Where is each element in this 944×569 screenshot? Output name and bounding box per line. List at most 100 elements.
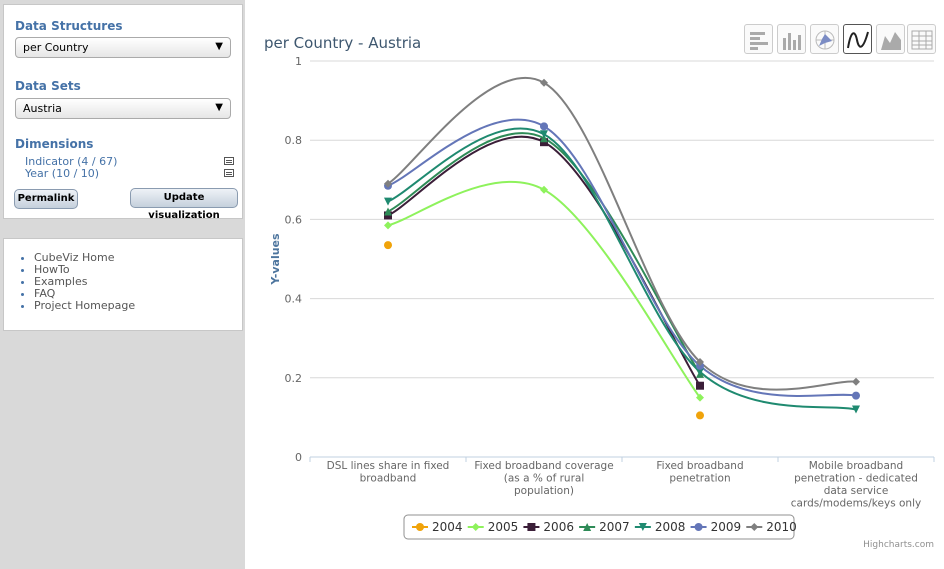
link-item[interactable]: CubeViz Home bbox=[34, 252, 135, 264]
link-item[interactable]: Project Homepage bbox=[34, 300, 135, 312]
x-tick-label-line: data service bbox=[824, 485, 889, 497]
x-tick-label-line: Fixed broadband coverage bbox=[474, 460, 613, 472]
legend-item-2004[interactable]: 2004 bbox=[432, 520, 463, 534]
data-structure-select[interactable]: per Country ▼ bbox=[15, 37, 231, 58]
x-tick-label-line: (as a % of rural bbox=[504, 473, 585, 485]
links-list: CubeViz Home HowTo Examples FAQ Project … bbox=[18, 252, 135, 312]
y-tick-label: 0.4 bbox=[285, 293, 303, 306]
x-tick-label-line: population) bbox=[514, 485, 574, 497]
x-tick-label: DSL lines share in fixed broadband bbox=[327, 460, 450, 485]
link-project-homepage[interactable]: Project Homepage bbox=[34, 299, 136, 312]
data-point-2006 bbox=[696, 381, 704, 390]
legend-marker-2004 bbox=[416, 523, 424, 531]
spline-chart-button[interactable] bbox=[843, 24, 872, 54]
series-line-2009 bbox=[387, 118, 857, 397]
x-tick-label-line: penetration bbox=[669, 473, 730, 485]
legend-marker-2010 bbox=[750, 523, 759, 531]
link-item[interactable]: HowTo bbox=[34, 264, 135, 276]
legend-item-2010[interactable]: 2010 bbox=[766, 520, 797, 534]
legend-item-2007[interactable]: 2007 bbox=[599, 520, 630, 534]
legend-marker-2006 bbox=[527, 523, 536, 531]
links-panel: CubeViz Home HowTo Examples FAQ Project … bbox=[3, 238, 243, 331]
chart-title: per Country - Austria bbox=[264, 34, 422, 52]
config-panel: Data Structures per Country ▼ Data Sets … bbox=[3, 4, 243, 221]
dimension-indicator-link[interactable]: Indicator (4 / 67) bbox=[25, 155, 118, 168]
data-point-2005 bbox=[384, 221, 392, 230]
chevron-down-icon: ▼ bbox=[215, 102, 223, 113]
link-howto[interactable]: HowTo bbox=[34, 263, 70, 276]
area-chart-button[interactable] bbox=[876, 24, 905, 54]
legend-marker-2008 bbox=[638, 523, 647, 531]
spline-chart-icon bbox=[847, 31, 869, 49]
data-point-2005 bbox=[696, 393, 704, 402]
table-button[interactable] bbox=[907, 24, 936, 54]
table-icon bbox=[911, 30, 933, 50]
data-point-2008 bbox=[696, 367, 704, 376]
legend-item-2008[interactable]: 2008 bbox=[655, 520, 686, 534]
legend-marker-2009 bbox=[694, 523, 703, 531]
y-tick-label: 0 bbox=[295, 451, 302, 464]
data-point-2004 bbox=[384, 241, 392, 250]
y-tick-label: 0.8 bbox=[285, 134, 303, 147]
link-cubeviz-home[interactable]: CubeViz Home bbox=[34, 251, 115, 264]
x-tick-label-line: broadband bbox=[360, 473, 417, 485]
link-item[interactable]: FAQ bbox=[34, 288, 135, 300]
legend-item-2009[interactable]: 2009 bbox=[711, 520, 742, 534]
series-line-2005 bbox=[387, 180, 701, 399]
x-tick-label-line: cards/modems/keys only bbox=[791, 498, 921, 510]
data-point-2009 bbox=[852, 391, 860, 400]
update-visualization-button[interactable]: Update visualization bbox=[130, 188, 238, 221]
data-point-2010 bbox=[852, 377, 860, 386]
series-line-2006 bbox=[387, 135, 701, 387]
chevron-down-icon: ▼ bbox=[215, 41, 223, 52]
x-tick-label: Fixed broadband coverage (as a % of rural… bbox=[474, 460, 613, 497]
polar-chart-icon bbox=[815, 30, 835, 50]
data-point-2005 bbox=[540, 185, 548, 194]
sidebar: Data Structures per Country ▼ Data Sets … bbox=[0, 0, 245, 569]
area-chart-icon bbox=[881, 32, 901, 50]
data-sets-heading: Data Sets bbox=[15, 79, 81, 93]
dimensions-heading: Dimensions bbox=[15, 137, 94, 151]
data-structure-value: per Country bbox=[23, 41, 89, 54]
legend-item-2006[interactable]: 2006 bbox=[543, 520, 574, 534]
legend-item-2005[interactable]: 2005 bbox=[488, 520, 519, 534]
y-tick-label: 0.2 bbox=[285, 372, 303, 385]
data-point-2008 bbox=[384, 197, 392, 206]
series-line-2008 bbox=[387, 127, 857, 411]
link-faq[interactable]: FAQ bbox=[34, 287, 56, 300]
polar-chart-button[interactable] bbox=[810, 24, 839, 54]
y-axis-title: Y-values bbox=[269, 233, 282, 286]
x-tick-label: Fixed broadband penetration bbox=[656, 460, 743, 485]
column-chart-button[interactable] bbox=[777, 24, 806, 54]
data-point-2007 bbox=[384, 207, 392, 216]
data-set-value: Austria bbox=[23, 102, 62, 115]
edit-dimension-icon[interactable] bbox=[224, 169, 234, 177]
x-tick-label-line: penetration - dedicated bbox=[794, 473, 918, 485]
data-point-2010 bbox=[540, 78, 548, 87]
legend-box bbox=[403, 514, 795, 540]
data-point-2010 bbox=[696, 357, 704, 366]
data-point-2004 bbox=[696, 411, 704, 420]
data-set-select[interactable]: Austria ▼ bbox=[15, 98, 231, 119]
edit-dimension-icon[interactable] bbox=[224, 157, 234, 165]
data-structures-heading: Data Structures bbox=[15, 19, 123, 33]
dimension-year-link[interactable]: Year (10 / 10) bbox=[25, 167, 100, 180]
legend-marker-2007 bbox=[583, 523, 592, 531]
data-point-2008 bbox=[540, 130, 548, 139]
x-tick-label: Mobile broadband penetration - dedicated d… bbox=[791, 460, 921, 510]
y-tick-label: 0.6 bbox=[285, 213, 303, 226]
horizontal-bar-chart-icon bbox=[750, 32, 768, 50]
data-point-2009 bbox=[540, 122, 548, 131]
y-tick-label: 1 bbox=[295, 55, 302, 68]
permalink-button[interactable]: Permalink bbox=[14, 189, 78, 209]
link-examples[interactable]: Examples bbox=[34, 275, 88, 288]
x-tick-label-line: DSL lines share in fixed bbox=[327, 460, 450, 472]
data-point-2010 bbox=[384, 179, 392, 188]
x-tick-label-line: Fixed broadband bbox=[656, 460, 743, 472]
legend-marker-2005 bbox=[471, 523, 480, 531]
horizontal-bar-chart-button[interactable] bbox=[744, 24, 773, 54]
series-line-2010 bbox=[387, 76, 857, 391]
highcharts-credit[interactable]: Highcharts.com bbox=[863, 540, 934, 550]
link-item[interactable]: Examples bbox=[34, 276, 135, 288]
